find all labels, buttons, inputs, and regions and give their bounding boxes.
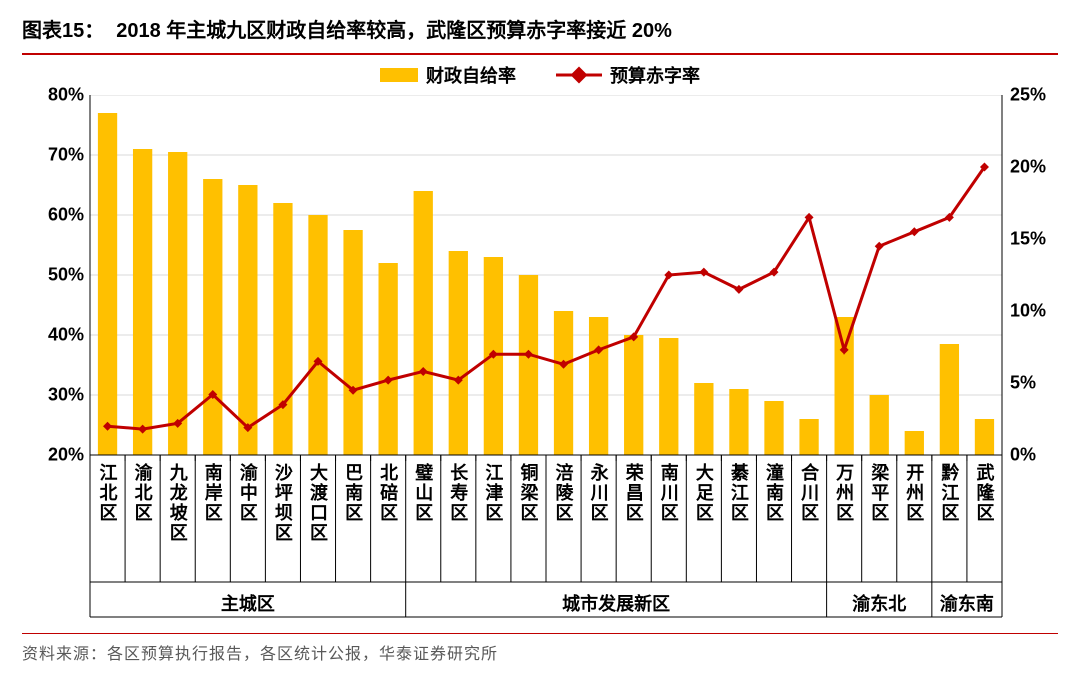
bar	[589, 317, 608, 455]
bar	[729, 389, 748, 455]
x-tick-label: 开州区	[901, 455, 927, 523]
legend-bar-swatch	[380, 68, 418, 82]
legend-bar-label: 财政自给率	[426, 62, 516, 88]
x-tick-label: 潼南区	[761, 455, 787, 523]
bar	[835, 317, 854, 455]
bar	[554, 311, 573, 455]
bar	[168, 152, 187, 455]
x-tick-label: 梁平区	[866, 455, 892, 523]
x-tick-label: 九龙坡区	[165, 455, 191, 543]
legend: 财政自给率 预算赤字率	[22, 55, 1058, 95]
y-left-tick: 70%	[48, 145, 84, 166]
x-tick-label: 万州区	[831, 455, 857, 523]
bar	[449, 251, 468, 455]
x-tick-label: 江北区	[95, 455, 121, 523]
x-tick-label: 江津区	[480, 455, 506, 523]
x-tick-label: 武隆区	[971, 455, 997, 523]
source-text: 资料来源：各区预算执行报告，各区统计公报，华泰证券研究所	[22, 634, 1058, 664]
line-marker	[875, 242, 884, 251]
bar	[414, 191, 433, 455]
chart-title-row: 图表15： 2018 年主城九区财政自给率较高，武隆区预算赤字率接近 20%	[22, 14, 1058, 49]
y-right-tick: 15%	[1010, 229, 1046, 250]
legend-line-swatch	[556, 68, 602, 82]
x-tick-label: 永川区	[586, 455, 612, 523]
x-tick-label: 綦江区	[726, 455, 752, 523]
legend-item-bar: 财政自给率	[380, 62, 516, 88]
x-tick-label: 渝中区	[235, 455, 261, 523]
group-label: 渝东北	[852, 590, 906, 616]
x-tick-label: 南川区	[656, 455, 682, 523]
bar	[273, 203, 292, 455]
x-tick-label: 黔江区	[936, 455, 962, 523]
y-right-tick: 20%	[1010, 157, 1046, 178]
y-left-tick: 50%	[48, 265, 84, 286]
bar	[799, 419, 818, 455]
x-tick-label: 长寿区	[445, 455, 471, 523]
line-marker	[910, 227, 919, 236]
x-tick-label: 合川区	[796, 455, 822, 523]
bar	[203, 179, 222, 455]
x-tick-label: 涪陵区	[551, 455, 577, 523]
bar	[343, 230, 362, 455]
legend-item-line: 预算赤字率	[556, 62, 700, 88]
bar	[694, 383, 713, 455]
y-left-tick: 80%	[48, 85, 84, 106]
bar	[940, 344, 959, 455]
y-right-tick: 10%	[1010, 301, 1046, 322]
bar	[975, 419, 994, 455]
chart: 20%30%40%50%60%70%80%0%5%10%15%20%25%江北区…	[22, 95, 1058, 625]
bar	[624, 335, 643, 455]
y-right-tick: 0%	[1010, 445, 1036, 466]
x-tick-label: 巴南区	[340, 455, 366, 523]
bar	[238, 185, 257, 455]
x-tick-label: 沙坪坝区	[270, 455, 296, 543]
y-left-tick: 40%	[48, 325, 84, 346]
x-tick-label: 璧山区	[410, 455, 436, 523]
y-left-tick: 20%	[48, 445, 84, 466]
group-label: 渝东南	[940, 590, 994, 616]
x-tick-label: 南岸区	[200, 455, 226, 523]
x-tick-label: 铜梁区	[515, 455, 541, 523]
bar	[905, 431, 924, 455]
x-tick-label: 大足区	[691, 455, 717, 523]
bar	[870, 395, 889, 455]
y-right-tick: 5%	[1010, 373, 1036, 394]
group-label: 城市发展新区	[562, 590, 670, 616]
bar	[764, 401, 783, 455]
bar	[659, 338, 678, 455]
bar	[379, 263, 398, 455]
legend-line-label: 预算赤字率	[610, 62, 700, 88]
x-tick-label: 荣昌区	[621, 455, 647, 523]
x-tick-label: 北碚区	[375, 455, 401, 523]
x-tick-label: 大渡口区	[305, 455, 331, 543]
bar	[519, 275, 538, 455]
group-label: 主城区	[221, 590, 275, 616]
chart-title-text: 2018 年主城九区财政自给率较高，武隆区预算赤字率接近 20%	[116, 14, 672, 43]
bar	[133, 149, 152, 455]
y-left-tick: 30%	[48, 385, 84, 406]
y-right-tick: 25%	[1010, 85, 1046, 106]
bar	[308, 215, 327, 455]
chart-title-prefix: 图表15：	[22, 14, 104, 43]
bar	[98, 113, 117, 455]
x-tick-label: 渝北区	[130, 455, 156, 523]
y-left-tick: 60%	[48, 205, 84, 226]
